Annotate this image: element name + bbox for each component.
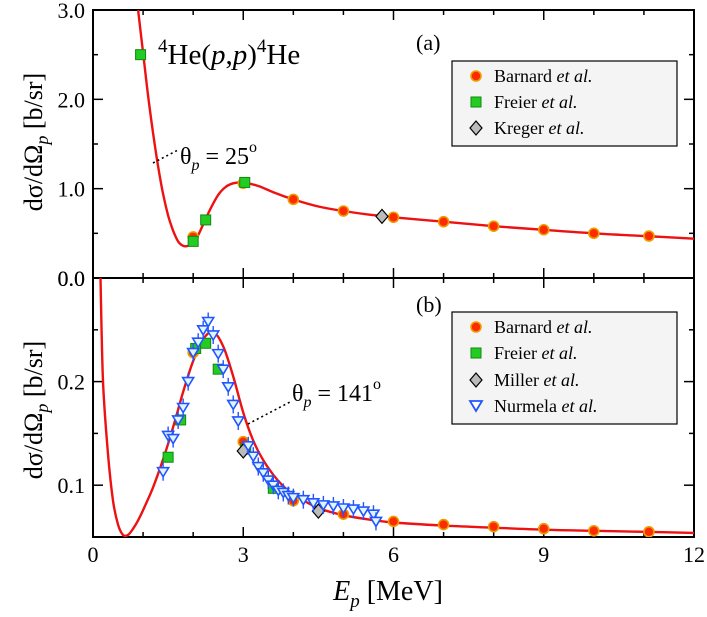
legend-b: Barnard et al. Freier et al. Miller et a… [451,311,678,425]
data-point-nurmela [241,441,256,453]
data-point-nurmela [326,501,341,513]
x-tick-label: 9 [538,542,549,567]
data-point-nurmela [306,498,321,510]
data-point-kreger [375,208,389,225]
data-point-nurmela [191,337,206,349]
y-tick-label: 2.0 [58,87,86,112]
legend-a: Barnard et al. Freier et al. Kreger et a… [451,60,678,147]
data-point-barnard [287,193,300,206]
angle-b-leader [247,401,291,425]
x-tick-label: 6 [388,542,399,567]
legend-b-label-barnard: Barnard et al. [494,317,592,337]
legend-a-marker-barnard [470,70,482,82]
data-point-nurmela [186,347,201,360]
data-point-barnard [487,220,500,232]
data-point-nurmela [336,503,351,515]
data-point-nurmela [216,364,231,376]
legend-a-label-kreger: Kreger et al. [494,118,584,138]
data-point-nurmela [221,381,236,394]
data-point-nurmela [171,415,186,427]
x-tick-label: 3 [238,542,249,567]
legend-a-label-freier: Freier et al. [494,92,577,112]
data-point-freier [200,214,212,226]
legend-a-label-barnard: Barnard et al. [494,66,592,86]
data-point-nurmela [206,330,221,342]
data-point-freier [187,235,199,247]
data-point-nurmela [231,416,246,428]
angle-label-b: θp = 141o [292,376,381,411]
data-point-barnard [437,215,450,228]
data-point-barnard [487,520,500,533]
y-axis-label-a: dσ/dΩp [b/sr] [19,73,52,211]
data-point-nurmela [196,324,211,337]
data-point-barnard [643,230,655,242]
legend-b-marker-barnard [470,321,482,333]
data-point-barnard [643,526,655,537]
y-tick-label: 0.0 [58,266,86,291]
data-point-nurmela [286,492,301,505]
y-tick-label: 1.0 [58,177,86,202]
data-point-nurmela [251,461,266,474]
legend-b-label-miller: Miller et al. [494,370,580,390]
angle-label-a: θp = 25o [180,139,257,174]
data-point-barnard [537,223,550,236]
legend-b-marker-freier [470,347,482,359]
data-point-nurmela [356,506,371,518]
data-point-nurmela [181,376,196,389]
legend-b-label-freier: Freier et al. [494,343,577,363]
y-axis-label-b: dσ/dΩp [b/sr] [19,341,52,479]
y-tick-label: 0.2 [58,370,86,395]
data-point-nurmela [346,504,361,516]
legend-a-marker-freier [470,96,482,108]
data-point-barnard [387,515,400,528]
data-point-nurmela [256,467,271,480]
data-point-nurmela [316,500,331,512]
data-point-freier [239,176,251,188]
y-tick-label: 3.0 [58,0,86,23]
panel-tag-a: (a) [416,30,440,55]
legend-a-marker-kreger [469,120,483,136]
data-point-nurmela [226,399,241,411]
reaction-label: 4He(p,p)4He [158,36,300,71]
x-tick-label: 12 [683,542,705,567]
y-tick-label: 0.1 [58,473,86,498]
data-point-barnard [588,227,600,240]
data-point-nurmela [211,348,226,361]
data-point-freier [135,49,147,61]
data-point-nurmela [156,466,171,479]
legend-b-label-nurmela: Nurmela et al. [494,396,597,416]
legend-b-marker-nurmela [468,400,484,413]
x-axis-label: Ep [MeV] [332,576,443,612]
data-point-nurmela [296,494,311,507]
data-point-barnard [537,522,550,535]
panel-tag-b: (b) [416,292,442,317]
data-point-barnard [337,205,350,217]
data-point-nurmela [166,433,181,446]
fit-curve-b [99,278,694,537]
data-point-nurmela [369,516,383,528]
data-point-nurmela [246,451,261,463]
data-point-nurmela [176,402,191,415]
data-point-nurmela [201,316,216,329]
y-tick-label: 0.0 [58,266,86,291]
data-point-barnard [387,211,400,224]
data-point-barnard [437,518,450,531]
x-tick-label: 0 [88,542,99,567]
legend-b-marker-miller [469,372,483,388]
data-point-barnard [588,524,600,537]
data-point-freier [162,451,174,463]
